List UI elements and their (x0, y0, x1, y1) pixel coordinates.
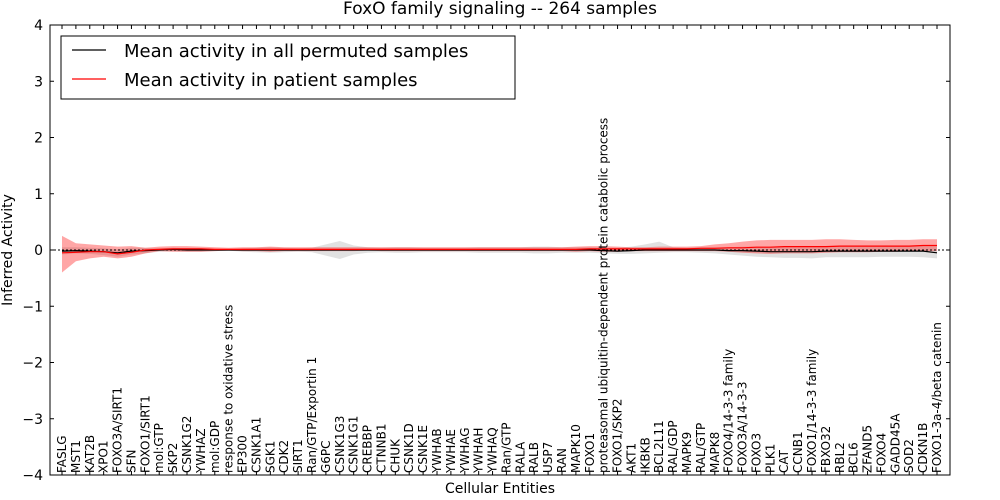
y-tick-label: 1 (34, 187, 43, 203)
y-tick-label: 3 (34, 74, 43, 90)
y-tick-label: −1 (22, 299, 43, 315)
x-tick-label: KAT2B (83, 435, 97, 473)
x-tick-label: FOXO3 (749, 433, 763, 473)
x-tick-label: CSNK1G1 (347, 416, 361, 473)
patient-mean-line (61, 244, 937, 255)
x-tick-label: YWHAH (472, 428, 486, 474)
x-tick-label: USP7 (541, 442, 555, 473)
legend-box (60, 35, 516, 100)
x-tick-label: FOXO1/SKP2 (611, 398, 625, 473)
y-tick-label: 0 (34, 243, 43, 259)
legend-label-permuted: Mean activity in all permuted samples (124, 41, 468, 62)
x-tick-label: RALA (513, 441, 527, 473)
x-tick-label: BCL2L11 (652, 420, 666, 473)
x-tick-label: SOD2 (902, 439, 916, 473)
x-tick-label: RALB (527, 442, 541, 473)
x-tick-label: mol:GTP (152, 423, 166, 473)
x-tick-label: CREBBP (361, 425, 375, 473)
x-tick-label: MST1 (69, 440, 83, 473)
x-tick-label: SGK1 (263, 441, 277, 473)
x-tick-label: SIRT1 (291, 439, 305, 473)
x-tick-label: GADD45A (888, 413, 902, 473)
x-tick-label: CHUK (388, 438, 402, 473)
x-axis-label: Cellular Entities (445, 481, 555, 497)
x-tick-label: PLK1 (763, 444, 777, 473)
x-tick-label: EP300 (236, 435, 250, 473)
x-tick-label: YWHAZ (194, 428, 208, 474)
x-tick-label: Ran/GTP/Exportin 1 (305, 357, 319, 473)
x-tick-label: FOXO1-3a-4/beta catenin (930, 322, 944, 473)
x-tick-label: SFN (124, 450, 138, 474)
y-tick-label: −3 (22, 412, 43, 428)
x-tick-label: mol:GDP (208, 421, 222, 473)
x-tick-label: CSNK1G2 (180, 416, 194, 473)
x-tick-label: FOXO4 (874, 433, 888, 473)
x-tick-label: RAL/GDP (666, 420, 680, 473)
x-tick-label: FOXO1/SIRT1 (138, 395, 152, 473)
x-tick-label: FBXO32 (819, 426, 833, 473)
x-tick-label: MAPK8 (708, 432, 722, 473)
x-tick-label: RAN (555, 448, 569, 473)
y-axis-label: Inferred Activity (0, 194, 16, 306)
legend-label-patient: Mean activity in patient samples (124, 70, 418, 91)
x-tick-label: FOXO1 (583, 433, 597, 473)
x-tick-label: FOXO3A/14-3-3 (736, 381, 750, 473)
x-tick-label: CSNK1G3 (333, 416, 347, 473)
chart-title: FoxO family signaling -- 264 samples (343, 0, 657, 19)
x-tick-label: CSNK1E (416, 425, 430, 473)
x-tick-label: response to oxidative stress (222, 305, 236, 473)
x-tick-label: MAPK10 (569, 424, 583, 473)
x-tick-label: YWHAG (458, 427, 472, 474)
y-tick-label: −4 (22, 468, 43, 484)
x-tick-label: CDKN1B (916, 423, 930, 473)
x-tick-label: YWHAE (444, 429, 458, 474)
x-tick-label: FOXO3A/SIRT1 (111, 387, 125, 473)
x-tick-label: BCL6 (847, 442, 861, 473)
x-tick-label: RAL/GTP (694, 423, 708, 473)
x-tick-label: MAPK9 (680, 432, 694, 473)
legend: Mean activity in all permuted samples Me… (60, 35, 516, 100)
x-tick-label: IKBKB (638, 437, 652, 473)
x-tick-label: CSNK1A1 (249, 417, 263, 473)
y-tick-label: 4 (34, 18, 43, 34)
x-tick-label: Ran/GTP (499, 422, 513, 473)
x-tick-label: RBL2 (833, 442, 847, 473)
x-tick-label: proteasomal ubiquitin-dependent protein … (597, 118, 611, 473)
x-tick-label: ZFAND5 (861, 425, 875, 473)
x-tick-label: CSNK1D (402, 423, 416, 473)
x-tick-label: FASLG (55, 435, 69, 473)
x-tick-label: AKT1 (624, 443, 638, 473)
axes-layer: −4 −3 −2 −1 0 1 2 3 4 FASLG MST1 KAT2B XPO1 FOXO3A/SI… (22, 18, 950, 484)
x-tick-label: CCNB1 (791, 431, 805, 473)
patient-ci-band (62, 235, 937, 273)
x-tick-label: CTNNB1 (374, 423, 388, 473)
plot-layer (50, 235, 950, 273)
y-tick-label: −2 (22, 356, 43, 372)
x-tick-label: YWHAB (430, 428, 444, 474)
x-tick-label: CDK2 (277, 440, 291, 473)
x-tick-label: FOXO4/14-3-3 family (722, 349, 736, 473)
x-tick-label: G6PC (319, 440, 333, 473)
x-tick-label: CAT (777, 449, 791, 473)
x-tick-label: YWHAQ (486, 427, 500, 474)
x-tick-label: XPO1 (97, 440, 111, 473)
x-tick-label: FOXO1/14-3-3 family (805, 349, 819, 473)
x-tick-label: SKP2 (166, 443, 180, 473)
y-tick-label: 2 (34, 131, 43, 147)
